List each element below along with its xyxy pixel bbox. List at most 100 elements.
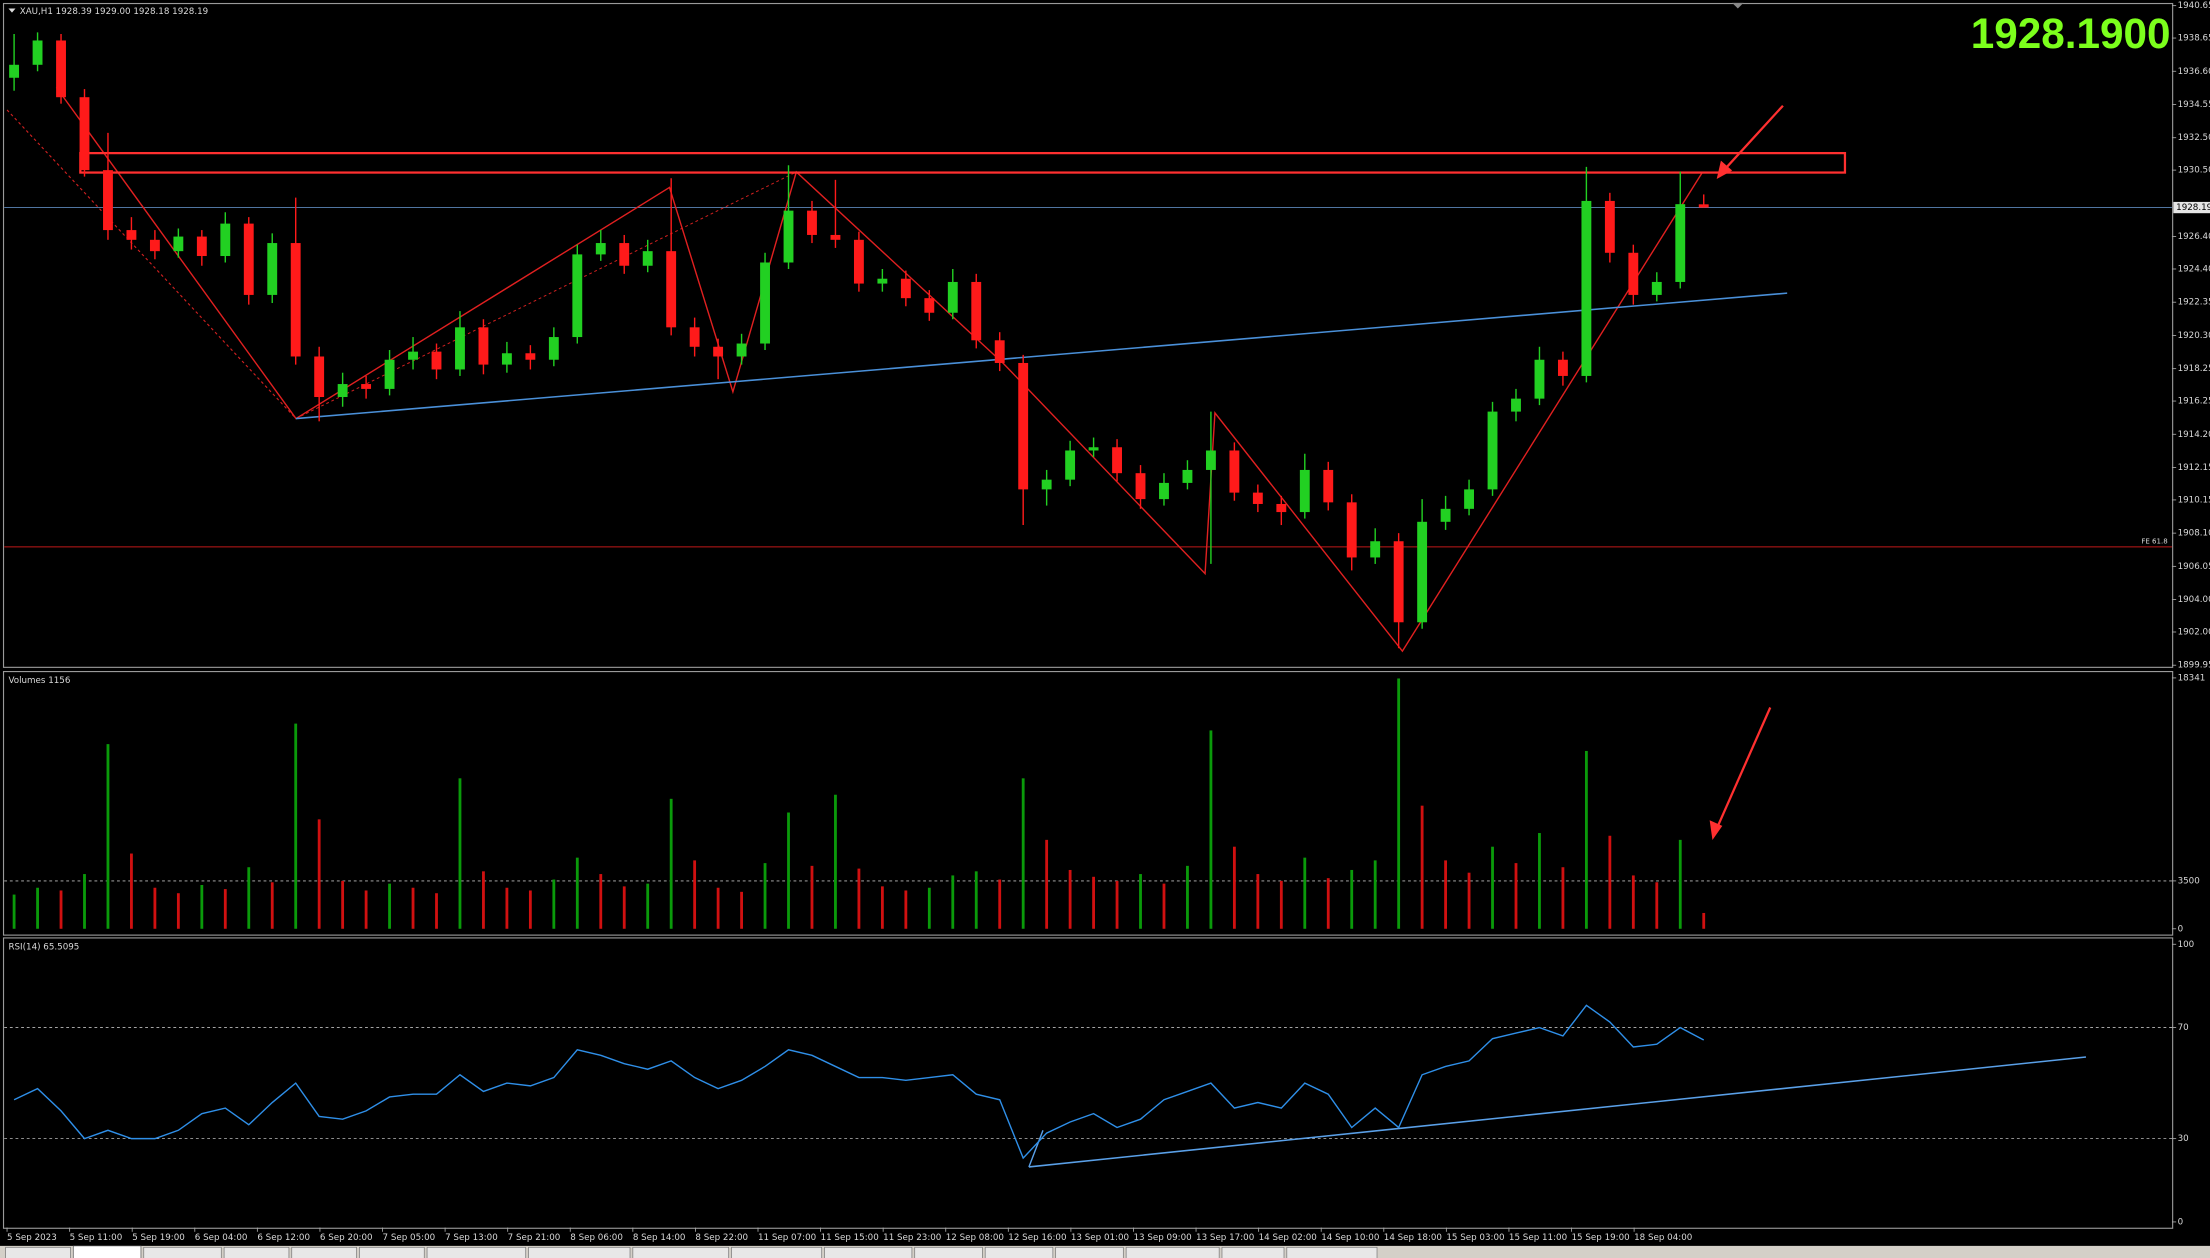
y-tick-label: 1906.05 bbox=[2178, 562, 2210, 572]
tab[interactable] bbox=[5, 1246, 71, 1258]
y-tick-label: 1899.95 bbox=[2178, 661, 2210, 671]
y-tick-label: 1904.00 bbox=[2178, 595, 2210, 605]
candle-body bbox=[431, 351, 442, 370]
y-tick-label: 1936.60 bbox=[2178, 67, 2210, 77]
y-tick-label: 30 bbox=[2178, 1134, 2189, 1144]
candle-body bbox=[1041, 479, 1052, 490]
tab[interactable] bbox=[914, 1246, 983, 1258]
volume-bar bbox=[599, 874, 603, 929]
volume-bar bbox=[411, 887, 415, 929]
candle-body bbox=[1581, 200, 1592, 376]
y-tick-label: 1934.55 bbox=[2178, 100, 2210, 110]
tab[interactable] bbox=[359, 1246, 425, 1258]
candle-body bbox=[290, 243, 301, 357]
volume-bar bbox=[646, 883, 650, 929]
tab[interactable] bbox=[528, 1246, 631, 1258]
tab[interactable] bbox=[1286, 1246, 1378, 1258]
candle-body bbox=[736, 343, 747, 357]
rsi-panel bbox=[2, 937, 2174, 1229]
fe-level-label: FE 61.8 bbox=[2141, 536, 2167, 545]
candle-body bbox=[1252, 492, 1263, 504]
arrow bbox=[1715, 707, 1772, 830]
volume-bar bbox=[223, 889, 227, 929]
candle-body bbox=[548, 337, 559, 360]
candle-body bbox=[1440, 508, 1451, 522]
y-tick-label: 1926.40 bbox=[2178, 232, 2210, 242]
x-tick-label: 8 Sep 14:00 bbox=[633, 1233, 686, 1243]
tab[interactable] bbox=[984, 1246, 1054, 1258]
menu-triangle[interactable] bbox=[8, 8, 16, 13]
volume-bar bbox=[528, 890, 532, 929]
candle-body bbox=[1534, 359, 1545, 399]
volume-bar bbox=[1186, 865, 1189, 929]
x-tick-label: 14 Sep 10:00 bbox=[1321, 1233, 1379, 1243]
trend-line bbox=[295, 292, 1788, 420]
x-tick-label: 11 Sep 07:00 bbox=[758, 1233, 816, 1243]
candle-body bbox=[361, 384, 372, 389]
tab[interactable] bbox=[1221, 1246, 1285, 1258]
tab[interactable] bbox=[731, 1246, 823, 1258]
candle-body bbox=[760, 262, 770, 344]
volume-bar bbox=[1467, 872, 1471, 929]
current-price-label: 1928.19 bbox=[2176, 203, 2210, 213]
tab[interactable] bbox=[143, 1246, 222, 1258]
candle-body bbox=[314, 356, 325, 398]
x-tick-label: 11 Sep 15:00 bbox=[821, 1233, 879, 1243]
candle-body bbox=[830, 234, 841, 240]
y-tick-label: 1912.15 bbox=[2178, 463, 2210, 473]
candle-body bbox=[947, 281, 958, 313]
volume-bar bbox=[200, 885, 204, 929]
x-tick-label: 6 Sep 12:00 bbox=[257, 1233, 310, 1243]
volume-bar bbox=[1092, 876, 1095, 929]
tab[interactable] bbox=[632, 1246, 730, 1258]
tab[interactable] bbox=[426, 1246, 527, 1258]
chart-info: XAU,H1 1928.39 1929.00 1928.18 1928.19 bbox=[20, 7, 209, 17]
volume-bar bbox=[388, 883, 391, 929]
rsi-trend-line bbox=[1028, 1130, 1044, 1168]
volume-bar bbox=[857, 868, 861, 929]
volume-bar bbox=[1702, 912, 1706, 929]
candle-body bbox=[9, 64, 20, 78]
candle-body bbox=[126, 230, 137, 240]
volume-bar bbox=[36, 887, 39, 929]
volume-bar bbox=[1584, 750, 1588, 929]
volume-bar bbox=[951, 875, 955, 929]
volume-bar bbox=[1631, 875, 1635, 929]
candle-body bbox=[1088, 447, 1099, 451]
tab[interactable] bbox=[824, 1246, 913, 1258]
tab[interactable] bbox=[1055, 1246, 1124, 1258]
x-tick-label: 5 Sep 11:00 bbox=[70, 1233, 123, 1243]
price-display: 1928.1900 bbox=[1971, 10, 2171, 57]
tab[interactable] bbox=[223, 1246, 290, 1258]
volume-bar bbox=[974, 871, 978, 929]
volume-bar bbox=[622, 886, 626, 929]
volume-bar bbox=[1303, 857, 1307, 929]
x-tick-label: 13 Sep 01:00 bbox=[1071, 1233, 1129, 1243]
volume-bar bbox=[787, 812, 790, 929]
candle-body bbox=[1393, 541, 1404, 623]
y-tick-label: 100 bbox=[2178, 940, 2195, 950]
volume-bar bbox=[1491, 846, 1494, 929]
zigzag bbox=[55, 86, 1704, 653]
volume-bar bbox=[1397, 678, 1401, 929]
volume-bar bbox=[1209, 730, 1213, 929]
volume-bar bbox=[1420, 805, 1424, 929]
volume-bar bbox=[1045, 839, 1049, 929]
candle-body bbox=[924, 298, 935, 313]
candle-body bbox=[1299, 469, 1310, 513]
tab-active[interactable] bbox=[72, 1245, 142, 1258]
volume-bar bbox=[1279, 880, 1283, 929]
candle-body bbox=[853, 239, 864, 284]
volume-bar bbox=[1444, 860, 1448, 929]
y-tick-label: 1920.30 bbox=[2178, 331, 2210, 341]
shift-marker bbox=[1732, 2, 1744, 9]
arrow-head bbox=[1716, 160, 1733, 179]
tab[interactable] bbox=[1125, 1246, 1220, 1258]
volume-bar bbox=[1561, 867, 1565, 929]
volume-bar bbox=[740, 891, 743, 929]
volume-bar bbox=[1326, 878, 1330, 929]
tab[interactable] bbox=[291, 1246, 357, 1258]
x-tick-label: 13 Sep 17:00 bbox=[1196, 1233, 1254, 1243]
fibo-dotted bbox=[6, 109, 297, 419]
